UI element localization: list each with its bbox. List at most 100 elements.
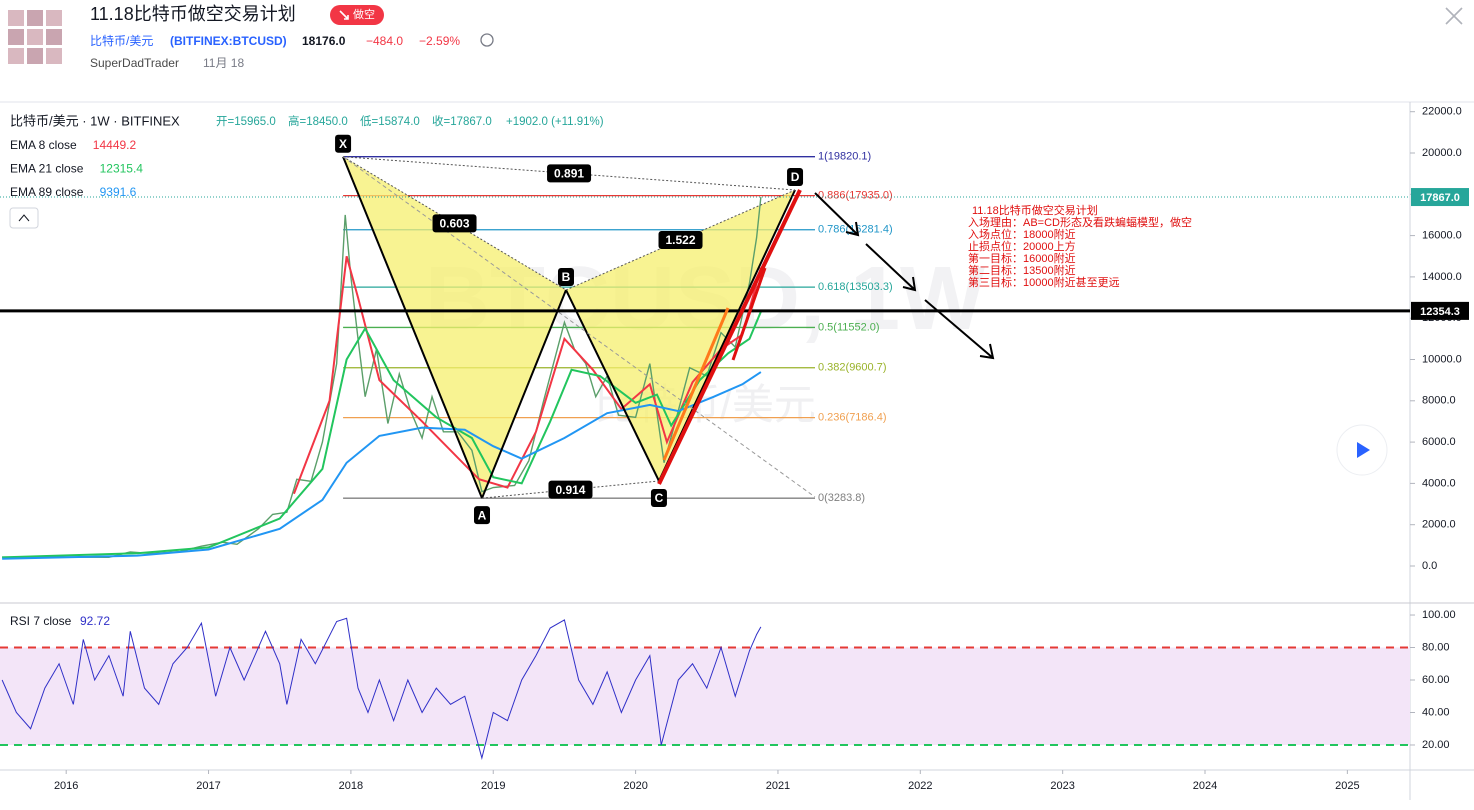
- annotation: 11.18比特币做空交易计划: [972, 203, 1098, 217]
- x-tick-label: 2020: [623, 780, 647, 792]
- annotation: 入场理由：AB=CD形态及看跌蝙蝠模型，做空: [968, 215, 1192, 229]
- series-line: [293, 255, 762, 495]
- point-label: D: [791, 170, 800, 184]
- arrow: [865, 243, 917, 292]
- legend-value: 9391.6: [100, 185, 137, 199]
- drawings: [657, 189, 995, 485]
- pattern-leg: [565, 289, 660, 482]
- fib-label: 0(3283.8): [818, 492, 865, 504]
- projection: [342, 156, 816, 498]
- point-box: [787, 167, 804, 186]
- pattern-fill: [565, 189, 796, 481]
- y-tick-label: 14000.0: [1422, 271, 1462, 283]
- pattern-leg: [342, 156, 483, 499]
- y-tick-label: 40.00: [1422, 706, 1450, 718]
- ohlc: 低=15874.0: [360, 115, 420, 128]
- x-tick-label: 2018: [339, 780, 363, 792]
- x-tick-label: 2016: [54, 780, 78, 792]
- y-tick-label: 20.00: [1422, 739, 1450, 751]
- point-label: B: [562, 270, 571, 284]
- change-pct: −2.59%: [419, 34, 460, 48]
- price-marker-label: 17867.0: [1420, 192, 1460, 204]
- ratio-box: [548, 480, 593, 499]
- badge-icon: [339, 10, 349, 20]
- fib-label: 0.618(13503.3): [818, 281, 893, 293]
- price-marker-label: 12354.3: [1420, 306, 1460, 318]
- annotation: 第三目标：10000附近甚至更远: [968, 275, 1120, 289]
- ratio-label: 0.891: [554, 167, 584, 181]
- ohlc: +1902.0 (+11.91%): [506, 116, 604, 128]
- y-tick-label: 100.00: [1422, 609, 1456, 621]
- red-trend: [657, 189, 802, 485]
- y-tick-label: 4000.0: [1422, 477, 1456, 489]
- ticker[interactable]: (BITFINEX:BTCUSD): [170, 34, 287, 48]
- ohlc: 高=18450.0: [288, 114, 348, 128]
- ratio-box: [658, 230, 703, 249]
- y-tick-label: 10000.0: [1422, 353, 1462, 365]
- fib-label: 0.886(17935.0): [818, 190, 893, 202]
- x-tick-label: 2021: [766, 780, 790, 792]
- y-tick-label: 16000.0: [1422, 230, 1462, 242]
- legend-name: EMA 21 close: [10, 162, 84, 176]
- ohlc: 收=17867.0: [432, 114, 492, 128]
- badge: [330, 5, 384, 25]
- collapse-icon: [18, 214, 30, 222]
- x-tick-label: 2017: [196, 780, 220, 792]
- point-box: [650, 488, 667, 507]
- y-tick-label: 8000.0: [1422, 395, 1456, 407]
- price: 18176.0: [302, 34, 346, 48]
- x-tick-label: 2023: [1050, 780, 1074, 792]
- price-marker: [1411, 188, 1469, 207]
- ratio-label: 1.522: [665, 233, 695, 247]
- fib-label: 0.236(7186.4): [818, 412, 887, 424]
- date: 11月 18: [203, 56, 244, 70]
- band-fill: [0, 647, 1410, 745]
- alert-icon[interactable]: [480, 33, 494, 47]
- red-trend-2: [731, 267, 767, 361]
- fib-label: 0.786(16281.4): [818, 224, 893, 236]
- fib-label: 1(19820.1): [818, 151, 871, 163]
- idea-title: 11.18比特币做空交易计划: [90, 4, 296, 24]
- y-tick-label: 2000.0: [1422, 519, 1456, 531]
- plot: BTCUSD, 1W比特币/美元22000.020000.018000.0160…: [0, 106, 1469, 792]
- y-tick-label: 80.00: [1422, 641, 1450, 653]
- change: −484.0: [366, 34, 403, 48]
- ratio-label: 0.603: [440, 217, 470, 231]
- ratio-box: [432, 214, 477, 233]
- annotation: 入场点位：18000附近: [968, 227, 1076, 241]
- orange-trend: [662, 307, 730, 461]
- price-marker: [1411, 301, 1469, 320]
- badge-text: 做空: [353, 7, 375, 21]
- x-tick-label: 2024: [1193, 780, 1217, 792]
- legend-value: 92.72: [80, 614, 110, 628]
- legend-name: EMA 89 close: [10, 185, 84, 199]
- x-tick-label: 2022: [908, 780, 932, 792]
- series-line: [2, 311, 762, 559]
- pattern-leg: [481, 289, 567, 499]
- y-tick-label: 60.00: [1422, 674, 1450, 686]
- series-line: [1, 617, 762, 760]
- point-label: A: [478, 508, 487, 522]
- fib-label: 0.382(9600.7): [818, 362, 887, 374]
- point-box: [557, 267, 574, 286]
- legend-value: 12315.4: [100, 162, 144, 176]
- collapse-button[interactable]: [9, 207, 39, 229]
- close-button[interactable]: [1445, 7, 1463, 25]
- ohlc: 开=15965.0: [216, 116, 276, 128]
- y-tick-label: 20000.0: [1422, 147, 1462, 159]
- legend-value: 14449.2: [93, 138, 137, 152]
- ratio-label: 0.914: [555, 483, 585, 497]
- point-box: [474, 506, 491, 525]
- point-label: X: [339, 137, 347, 151]
- point-label: C: [655, 491, 664, 505]
- legend-title: 比特币/美元 · 1W · BITFINEX: [10, 113, 180, 128]
- author[interactable]: SuperDadTrader: [90, 56, 179, 70]
- fib-label: 0.5(11552.0): [818, 321, 880, 333]
- symbol[interactable]: 比特币/美元: [90, 33, 153, 48]
- annotation: 第二目标：13500附近: [968, 263, 1076, 277]
- x-tick-label: 2025: [1335, 780, 1359, 792]
- y-tick-label: 6000.0: [1422, 436, 1456, 448]
- x-tick-label: 2019: [481, 780, 505, 792]
